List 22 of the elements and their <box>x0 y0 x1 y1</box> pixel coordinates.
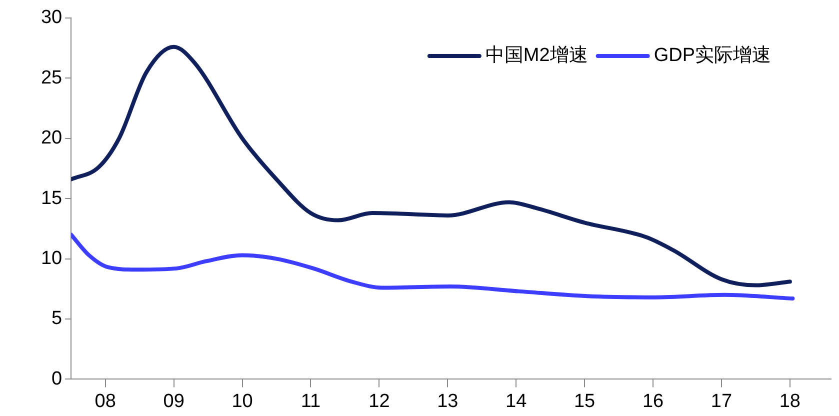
y-tick-label: 15 <box>40 188 62 209</box>
x-tick-label: 15 <box>574 390 596 412</box>
line-series <box>71 232 795 301</box>
x-tick-label: 10 <box>232 390 253 412</box>
y-tick-label: 30 <box>40 7 62 28</box>
legend-label: GDP实际增速 <box>654 44 772 66</box>
y-tick-label: 0 <box>52 368 62 390</box>
x-tick-label: 16 <box>642 390 664 412</box>
legend-label: 中国M2增速 <box>485 45 588 66</box>
y-tick-label: 25 <box>40 67 62 88</box>
x-tick-label: 18 <box>779 390 800 412</box>
x-tick-label: 08 <box>94 390 116 412</box>
x-tick-label: 11 <box>300 390 321 412</box>
x-tick-label: 14 <box>506 390 528 412</box>
y-tick-label: 5 <box>52 308 62 330</box>
line-series <box>71 44 792 288</box>
y-tick-label: 20 <box>40 128 62 149</box>
x-tick-label: 09 <box>163 390 184 412</box>
x-tick-label: 17 <box>710 390 732 412</box>
x-tick-label: 13 <box>437 390 458 412</box>
x-tick-label: 12 <box>368 390 390 412</box>
y-tick-label: 10 <box>40 248 62 270</box>
